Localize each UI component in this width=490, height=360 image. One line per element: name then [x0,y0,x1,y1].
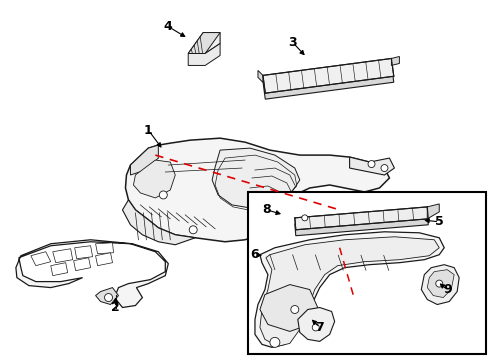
Text: 9: 9 [443,283,451,296]
Polygon shape [96,253,113,266]
Polygon shape [260,237,439,346]
Polygon shape [74,258,91,271]
Circle shape [312,324,319,331]
Polygon shape [31,252,51,266]
Polygon shape [188,44,220,66]
Text: 5: 5 [435,215,443,228]
Circle shape [291,306,299,314]
Polygon shape [429,197,437,207]
Polygon shape [255,232,444,347]
Polygon shape [125,138,390,242]
Circle shape [159,191,167,199]
Text: 3: 3 [289,36,297,49]
Circle shape [284,214,292,222]
Polygon shape [258,71,263,82]
Text: 4: 4 [164,20,172,33]
Text: 8: 8 [263,203,271,216]
Polygon shape [74,246,93,259]
Polygon shape [298,307,335,341]
Polygon shape [212,148,300,208]
Text: 2: 2 [111,301,120,314]
Polygon shape [96,243,114,254]
Polygon shape [355,206,432,231]
Polygon shape [355,200,432,226]
Polygon shape [392,57,399,66]
Circle shape [368,161,375,167]
Polygon shape [96,288,119,305]
Polygon shape [421,265,459,305]
Text: 1: 1 [144,124,153,137]
Polygon shape [263,58,394,93]
Bar [248,192,486,354]
Text: 6: 6 [251,248,259,261]
Polygon shape [53,249,73,263]
Circle shape [270,337,280,347]
Text: 7: 7 [316,321,324,334]
Polygon shape [133,160,175,198]
Polygon shape [295,213,428,236]
Polygon shape [295,207,428,230]
Polygon shape [188,32,220,54]
Polygon shape [427,270,454,298]
Polygon shape [51,263,68,276]
Circle shape [436,280,443,287]
Polygon shape [122,200,195,245]
Circle shape [104,293,113,302]
Polygon shape [349,157,394,175]
Polygon shape [130,145,158,175]
Polygon shape [263,64,394,99]
Circle shape [381,165,388,171]
Polygon shape [260,285,318,332]
Polygon shape [16,240,168,307]
Circle shape [302,215,308,221]
Circle shape [189,226,197,234]
Polygon shape [188,32,220,54]
Polygon shape [427,204,439,219]
